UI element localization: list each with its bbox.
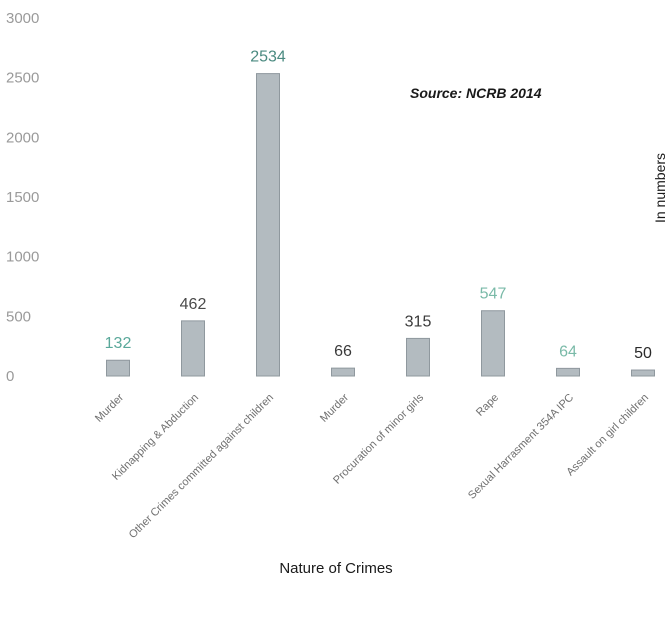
x-axis-title: Nature of Crimes — [279, 560, 392, 577]
data-label: 132 — [105, 335, 132, 352]
bar — [181, 320, 205, 377]
y-tick-label: 0 — [6, 368, 14, 385]
data-label: 2534 — [250, 49, 286, 66]
y-tick-label: 500 — [6, 308, 31, 325]
y-tick-label: 1000 — [6, 249, 39, 266]
y-axis-ticks: 0 500 1000 1500 2000 2500 3000 — [6, 10, 39, 385]
y-tick-label: 2000 — [6, 129, 39, 146]
data-label: 64 — [559, 343, 577, 360]
category-label: Assault on girl children — [564, 392, 651, 479]
bar — [256, 73, 280, 377]
data-label: 315 — [405, 313, 432, 330]
bar — [331, 367, 355, 377]
category-label: Kidnapping & Abduction — [110, 392, 201, 483]
category-label: Rape — [474, 392, 501, 419]
y-tick-label: 3000 — [6, 10, 39, 27]
bar — [406, 337, 430, 377]
category-label: Murder — [318, 391, 351, 424]
y-axis-title: In numbers — [652, 153, 668, 223]
bar — [631, 369, 655, 377]
y-tick-label: 1500 — [6, 189, 39, 206]
source-annotation: Source: NCRB 2014 — [410, 85, 542, 101]
bar — [481, 310, 505, 377]
bar — [106, 359, 130, 377]
bar — [556, 367, 580, 377]
y-tick-label: 2500 — [6, 70, 39, 87]
data-label: 50 — [634, 345, 652, 362]
data-label: 547 — [480, 286, 507, 303]
category-label: Other Crimes committed against children — [127, 392, 276, 541]
category-label: Murder — [93, 391, 126, 424]
data-label: 462 — [180, 296, 207, 313]
data-label: 66 — [334, 343, 352, 360]
data-labels: 132 462 2534 66 315 547 64 50 — [105, 49, 652, 362]
bars — [106, 73, 655, 377]
